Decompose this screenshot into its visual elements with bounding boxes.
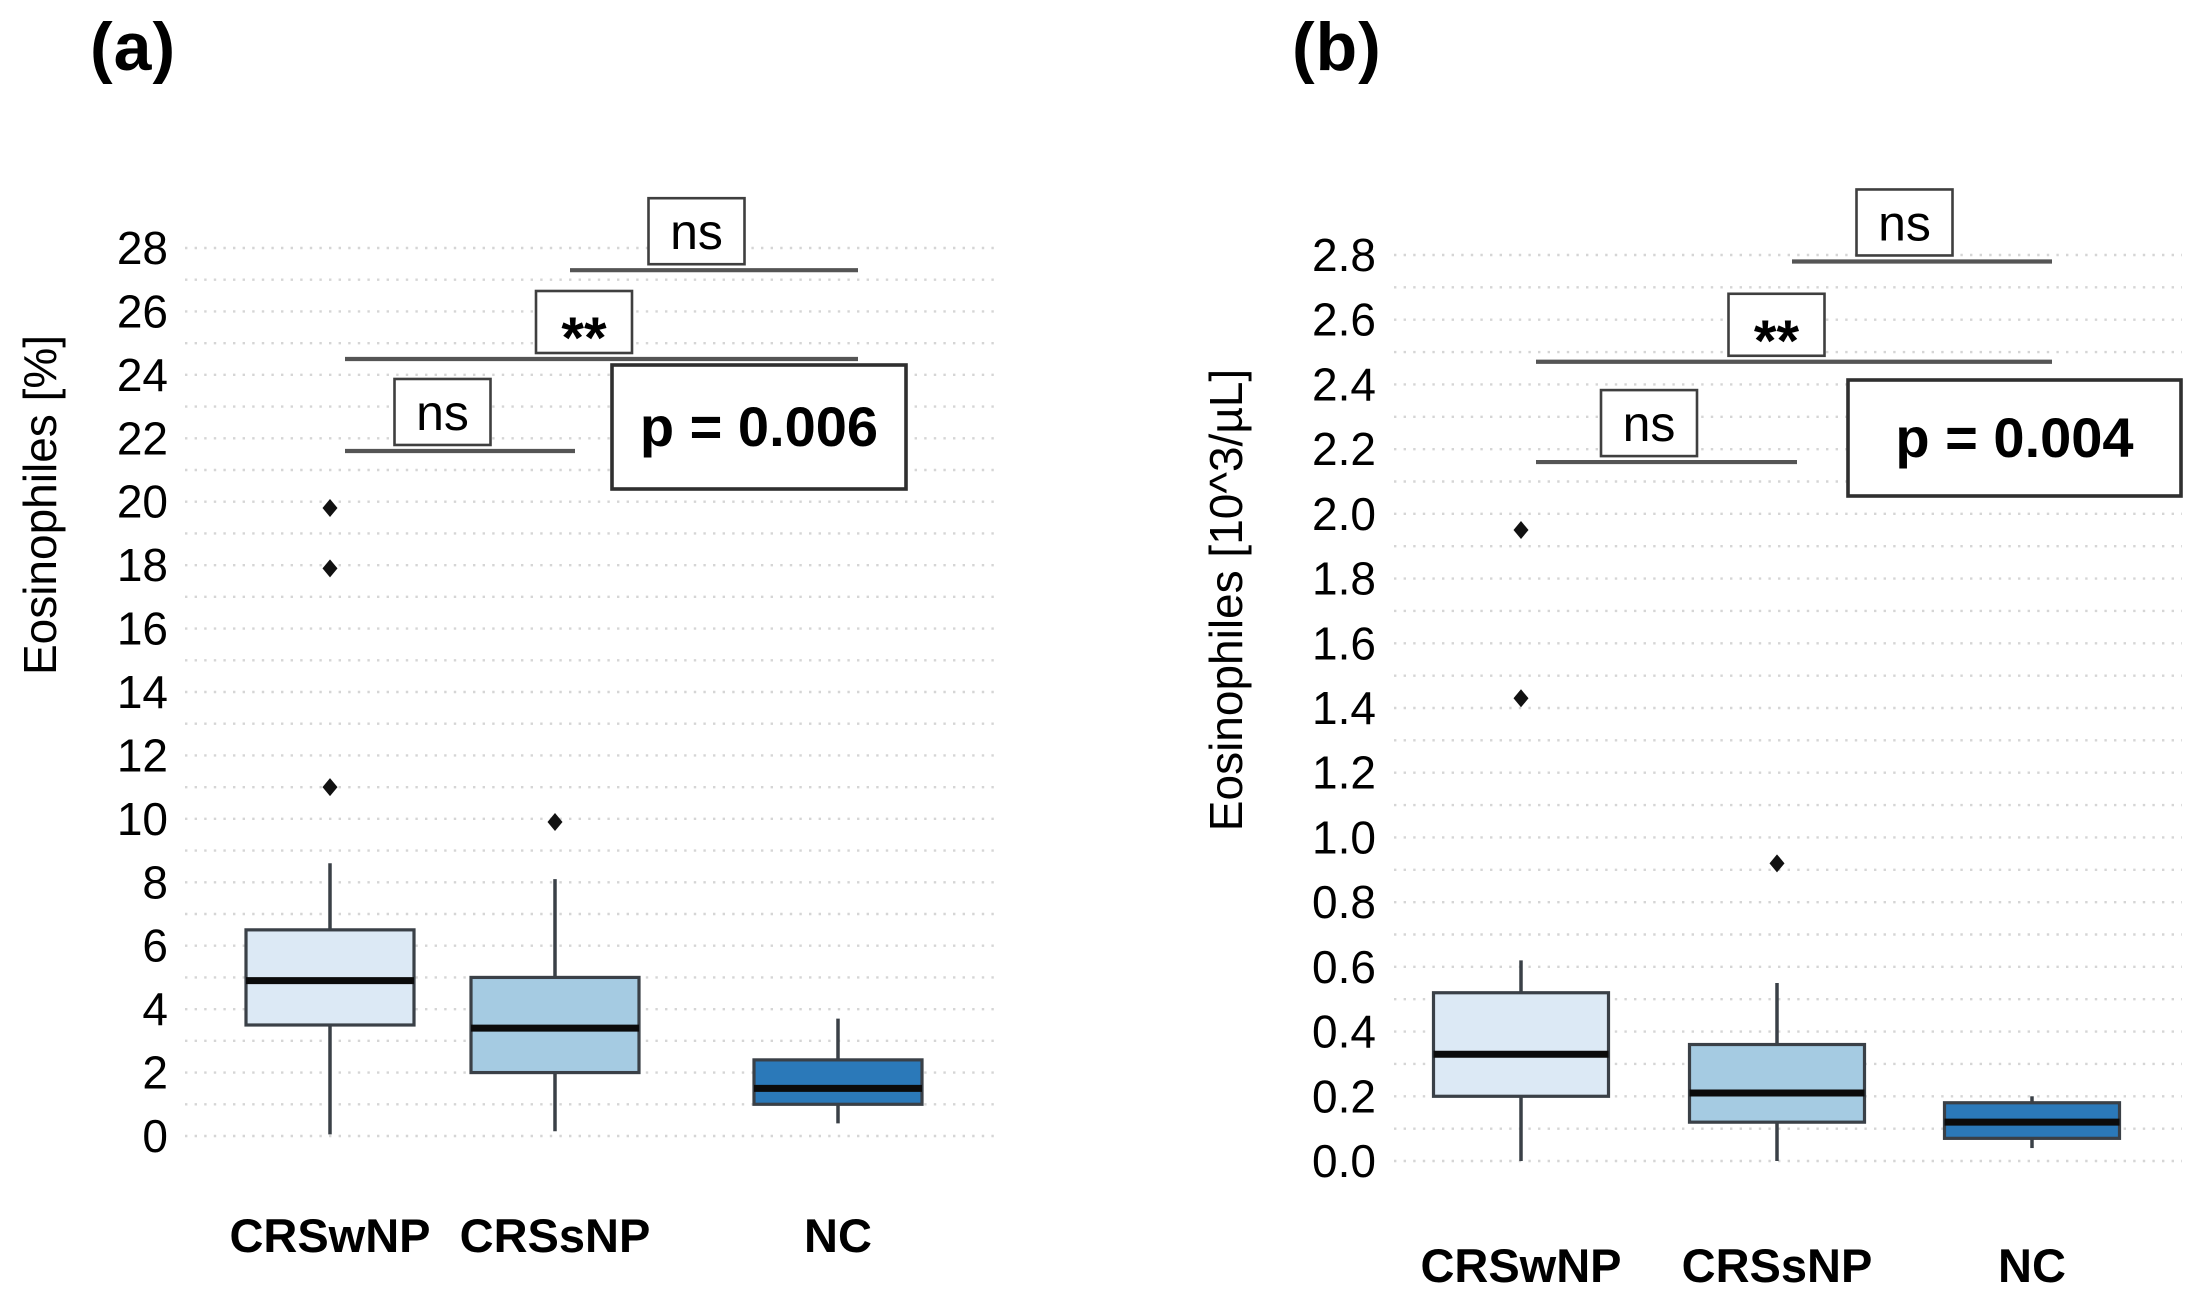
- y-tick-label: 4: [142, 983, 168, 1035]
- sig-label: ns: [1878, 195, 1931, 251]
- outlier-point-CRSwNP: [1513, 521, 1529, 540]
- sig-label: ns: [1623, 396, 1676, 452]
- y-tick-label: 28: [117, 222, 168, 274]
- y-tick-label: 1.8: [1312, 553, 1376, 605]
- y-tick-label: 0.2: [1312, 1070, 1376, 1122]
- y-tick-label: 2.8: [1312, 229, 1376, 281]
- panel-a-title: (a): [90, 9, 177, 85]
- panel-a: (a) Eosinophiles [%] 0 2 4 6 8 10 12 14 16 18 20 22…: [14, 9, 995, 1262]
- sig-label: ns: [416, 385, 469, 441]
- sig-label: **: [1754, 309, 1800, 374]
- y-tick-label: 22: [117, 412, 168, 464]
- x-category-label-CRSwNP: CRSwNP: [229, 1209, 430, 1262]
- outlier-point-CRSwNP: [322, 559, 338, 578]
- outlier-point-CRSwNP: [1513, 689, 1529, 708]
- box-NC: [752, 1058, 924, 1106]
- sig-label-box: [534, 289, 634, 355]
- y-tick-label: 18: [117, 539, 168, 591]
- outlier-point-CRSsNP: [1769, 854, 1785, 873]
- panel-b-boxplot: 0.0 0.2 0.4 0.6 0.8 1.0 1.2 1.4 1.6 1.8 2.0 2.2 2.4 2…: [1312, 188, 2183, 1290]
- y-tick-label: 0.8: [1312, 876, 1376, 928]
- panel-b: (b) Eosinophiles [10^3/µL] 0.0 0.2 0.4 0.6 0…: [1094, 0, 2188, 1290]
- y-tick-label: 1.0: [1312, 811, 1376, 863]
- x-category-label-CRSwNP: CRSwNP: [1420, 1239, 1621, 1290]
- y-tick-label: 0.6: [1312, 941, 1376, 993]
- y-tick-label: 0.4: [1312, 1006, 1376, 1058]
- y-tick-label: 8: [142, 856, 168, 908]
- y-tick-label: 10: [117, 793, 168, 845]
- y-tick-label: 2: [142, 1047, 168, 1099]
- outlier-point-CRSsNP: [547, 813, 563, 832]
- y-tick-label: 1.2: [1312, 747, 1376, 799]
- sig-label-box: [1727, 292, 1826, 358]
- x-category-label-NC: NC: [804, 1209, 872, 1262]
- y-tick-label: 12: [117, 729, 168, 781]
- sig-label: **: [561, 306, 607, 371]
- p-value-box: [610, 363, 908, 491]
- sig-label-box: [393, 377, 492, 447]
- x-category-label-CRSsNP: CRSsNP: [460, 1209, 651, 1262]
- y-tick-label: 2.0: [1312, 488, 1376, 540]
- x-category-label-NC: NC: [1998, 1239, 2066, 1290]
- y-tick-label: 0: [142, 1110, 168, 1162]
- y-tick-label: 2.4: [1312, 358, 1376, 410]
- outlier-point-CRSwNP: [322, 499, 338, 518]
- sig-label-box: [1599, 388, 1699, 458]
- sig-label-box: [1855, 188, 1954, 257]
- p-value-label: p = 0.006: [640, 395, 878, 458]
- y-tick-label: 1.4: [1312, 682, 1376, 734]
- y-tick-label: 1.6: [1312, 617, 1376, 669]
- y-tick-label: 2.2: [1312, 423, 1376, 475]
- y-tick-label: 20: [117, 476, 168, 528]
- y-tick-label: 6: [142, 920, 168, 972]
- p-value-label: p = 0.004: [1895, 406, 2133, 469]
- x-category-label-CRSsNP: CRSsNP: [1682, 1239, 1873, 1290]
- sig-label-box: [647, 196, 746, 266]
- y-tick-label: 26: [117, 285, 168, 337]
- y-tick-label: 2.6: [1312, 294, 1376, 346]
- y-tick-label: 16: [117, 603, 168, 655]
- p-value-box: [1846, 378, 2183, 498]
- box-CRSwNP: [1431, 991, 1611, 1098]
- y-tick-label: 24: [117, 349, 168, 401]
- outlier-point-CRSwNP: [322, 778, 338, 797]
- box-CRSsNP: [1687, 1042, 1867, 1124]
- y-tick-label: 0.0: [1312, 1135, 1376, 1187]
- panel-b-title: (b): [1292, 9, 1382, 85]
- y-tick-label: 14: [117, 666, 168, 718]
- sig-label: ns: [670, 204, 723, 260]
